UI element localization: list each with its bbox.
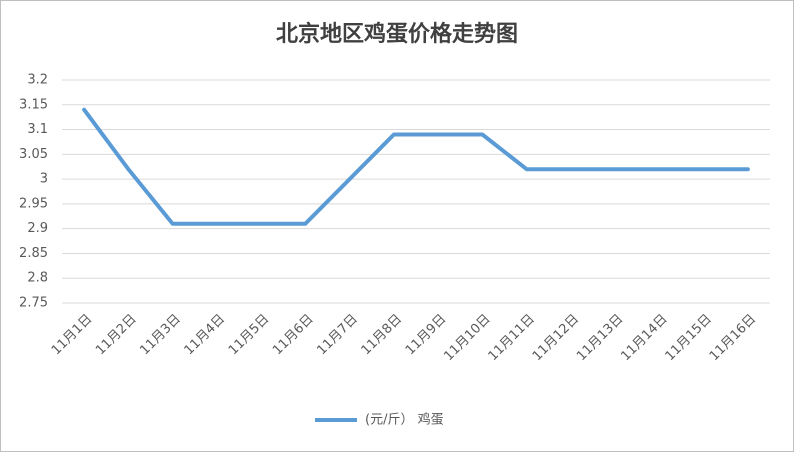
y-tick-label: 3.15 [19,97,48,112]
y-tick-label: 3 [40,172,48,187]
y-tick-label: 2.8 [27,271,48,286]
y-tick-label: 2.95 [19,196,48,211]
y-tick-label: 2.75 [19,296,48,311]
data-line [82,107,750,226]
y-tick-label: 2.9 [27,221,48,236]
y-tick-label: 2.85 [19,246,48,261]
chart-title: 北京地区鸡蛋价格走势图 [276,21,518,47]
y-tick-label: 3.2 [27,73,48,88]
legend-label: (元/斤） 鸡蛋 [365,412,444,428]
y-tick-label: 3.05 [19,147,48,162]
y-tick-label: 3.1 [27,122,48,137]
